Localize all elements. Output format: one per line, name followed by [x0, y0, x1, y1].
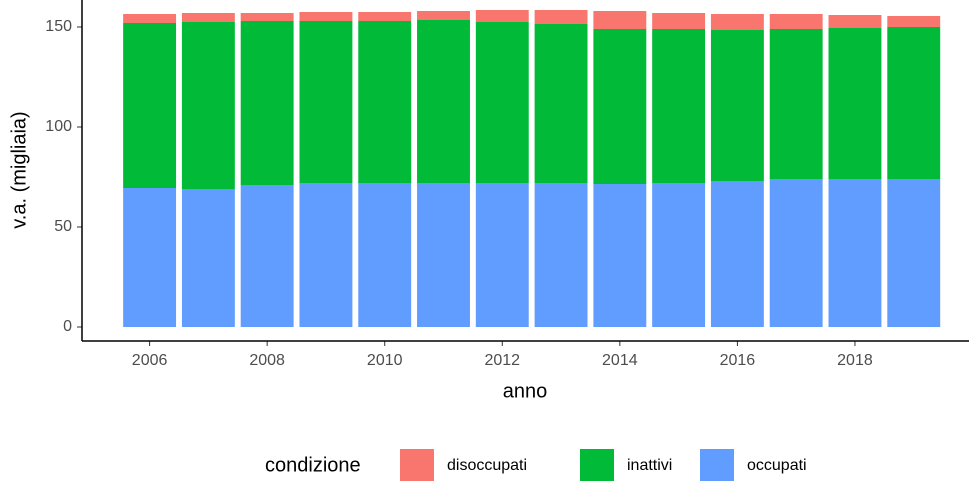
x-tick-label: 2010	[367, 352, 403, 369]
y-axis-label: v.a. (migliaia)	[8, 111, 30, 228]
legend-label: occupati	[747, 457, 807, 474]
x-axis-label: anno	[503, 380, 548, 402]
y-tick-label: 0	[63, 318, 72, 335]
bar-segment	[710, 181, 764, 327]
bar-segment	[181, 189, 235, 327]
bar-segment	[240, 185, 294, 327]
bar-segment	[123, 23, 177, 188]
bar-segment	[710, 30, 764, 181]
bar-segment	[887, 16, 941, 27]
bar-segment	[828, 179, 882, 327]
bar-segment	[240, 13, 294, 21]
bar-segment	[593, 11, 647, 29]
bar-segment	[652, 13, 706, 29]
x-tick-label: 2016	[720, 352, 756, 369]
bar-segment	[299, 21, 353, 183]
legend-label: inattivi	[627, 457, 672, 474]
bar-segment	[887, 27, 941, 179]
bar-segment	[358, 12, 412, 21]
bar-segment	[181, 13, 235, 22]
bar-segment	[181, 22, 235, 189]
x-tick-label: 2012	[484, 352, 520, 369]
x-tick-label: 2008	[249, 352, 285, 369]
bar-segment	[593, 29, 647, 184]
bar-segment	[475, 10, 529, 22]
legend-swatch	[700, 449, 734, 481]
legend-swatch	[580, 449, 614, 481]
bar-segment	[828, 28, 882, 179]
bar-segment	[358, 183, 412, 327]
bar-segment	[769, 29, 823, 179]
bar-segment	[123, 188, 177, 327]
y-tick-label: 100	[45, 118, 72, 135]
x-tick-label: 2018	[837, 352, 873, 369]
bar-segment	[769, 14, 823, 29]
bar-segment	[652, 29, 706, 183]
bar-segment	[417, 20, 470, 183]
bar-segment	[358, 21, 412, 183]
bar-segment	[828, 15, 882, 28]
bar-segment	[299, 12, 353, 21]
bar-segment	[475, 22, 529, 183]
bar-segment	[534, 10, 588, 24]
bar-segment	[652, 183, 706, 327]
bar-segment	[710, 14, 764, 30]
y-tick-label: 150	[45, 18, 72, 35]
bar-segment	[299, 183, 353, 327]
bar-segment	[593, 184, 647, 327]
bar-segment	[534, 24, 588, 183]
legend-swatch	[400, 449, 434, 481]
bar-segment	[240, 21, 294, 185]
bar-segment	[123, 14, 177, 23]
x-tick-label: 2006	[132, 352, 168, 369]
bar-segment	[475, 183, 529, 327]
bar-segment	[887, 179, 941, 327]
bar-segment	[534, 183, 588, 327]
bar-segment	[417, 183, 470, 327]
bar-segment	[769, 179, 823, 327]
y-tick-label: 50	[54, 218, 72, 235]
bar-segment	[417, 11, 470, 20]
legend-title: condizione	[265, 454, 361, 476]
x-tick-label: 2014	[602, 352, 638, 369]
legend-label: disoccupati	[447, 457, 527, 474]
